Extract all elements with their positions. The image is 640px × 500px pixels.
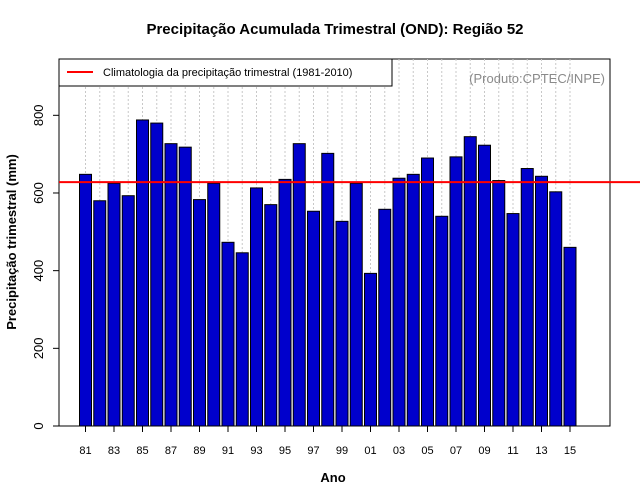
legend-box (58, 58, 393, 87)
x-tick-label: 15 (564, 445, 576, 457)
bar-14 (549, 191, 563, 427)
x-tick-label: 81 (79, 445, 91, 457)
x-axis-label: Ano (320, 470, 345, 485)
bar-95 (278, 178, 292, 427)
bar-94 (264, 204, 278, 427)
x-tick-label: 01 (364, 445, 376, 457)
bar-98 (321, 152, 335, 427)
bar-97 (307, 210, 320, 427)
x-tick-label: 13 (535, 445, 547, 457)
bar-87 (164, 143, 178, 427)
bar-83 (107, 182, 121, 427)
bar-12 (520, 168, 534, 427)
bar-11 (506, 213, 520, 427)
bar-84 (121, 195, 135, 427)
x-tick-label: 03 (393, 445, 405, 457)
bar-13 (535, 175, 548, 427)
x-tick-label: 95 (279, 445, 291, 457)
bar-82 (93, 200, 107, 427)
y-tick-label: 200 (31, 337, 46, 359)
bar-93 (250, 187, 263, 427)
bar-04 (406, 173, 420, 427)
bar-00 (349, 182, 363, 427)
bar-90 (207, 182, 221, 427)
bar-05 (421, 157, 434, 427)
x-tick-label: 09 (478, 445, 490, 457)
x-tick-label: 93 (250, 445, 262, 457)
x-tick-label: 83 (108, 445, 120, 457)
bar-88 (178, 146, 192, 427)
x-tick-label: 85 (136, 445, 148, 457)
x-tick-label: 87 (165, 445, 177, 457)
bar-15 (563, 246, 577, 427)
bar-02 (378, 208, 392, 427)
x-tick-label: 89 (193, 445, 205, 457)
y-tick-label: 0 (31, 422, 46, 429)
y-axis-label: Precipitação trimestral (mm) (4, 154, 19, 330)
y-axis: 0 200 400 600 800 (31, 104, 59, 430)
bar-92 (235, 252, 249, 427)
bar-series (79, 119, 577, 427)
bar-07 (449, 156, 463, 427)
bar-86 (150, 122, 164, 427)
bar-85 (136, 119, 149, 427)
bar-09 (478, 144, 491, 427)
bar-96 (292, 143, 306, 427)
bar-06 (435, 215, 449, 427)
x-tick-label: 97 (307, 445, 319, 457)
bar-03 (392, 177, 406, 427)
bar-89 (193, 199, 206, 427)
bar-08 (463, 136, 477, 427)
bar-10 (492, 180, 506, 427)
bar-81 (79, 173, 92, 427)
bar-99 (335, 220, 349, 427)
y-tick-label: 400 (31, 260, 46, 282)
x-tick-label: 11 (507, 445, 518, 457)
legend: Climatologia da precipitação trimestral … (58, 58, 393, 87)
chart-title: Precipitação Acumulada Trimestral (OND):… (146, 21, 523, 38)
bar-91 (221, 241, 235, 427)
y-tick-label: 800 (31, 104, 46, 126)
bar-01 (364, 272, 377, 427)
legend-label: Climatologia da precipitação trimestral … (103, 67, 352, 79)
x-tick-label: 99 (336, 445, 348, 457)
x-tick-label: 07 (450, 445, 462, 457)
x-axis: 81 83 85 87 89 91 93 95 97 99 01 03 05 07 09 11 13 15 (79, 426, 576, 457)
source-note: (Produto:CPTEC/INPE) (469, 71, 605, 86)
x-tick-label: 91 (222, 445, 234, 457)
y-tick-label: 600 (31, 182, 46, 204)
x-tick-label: 05 (421, 445, 433, 457)
